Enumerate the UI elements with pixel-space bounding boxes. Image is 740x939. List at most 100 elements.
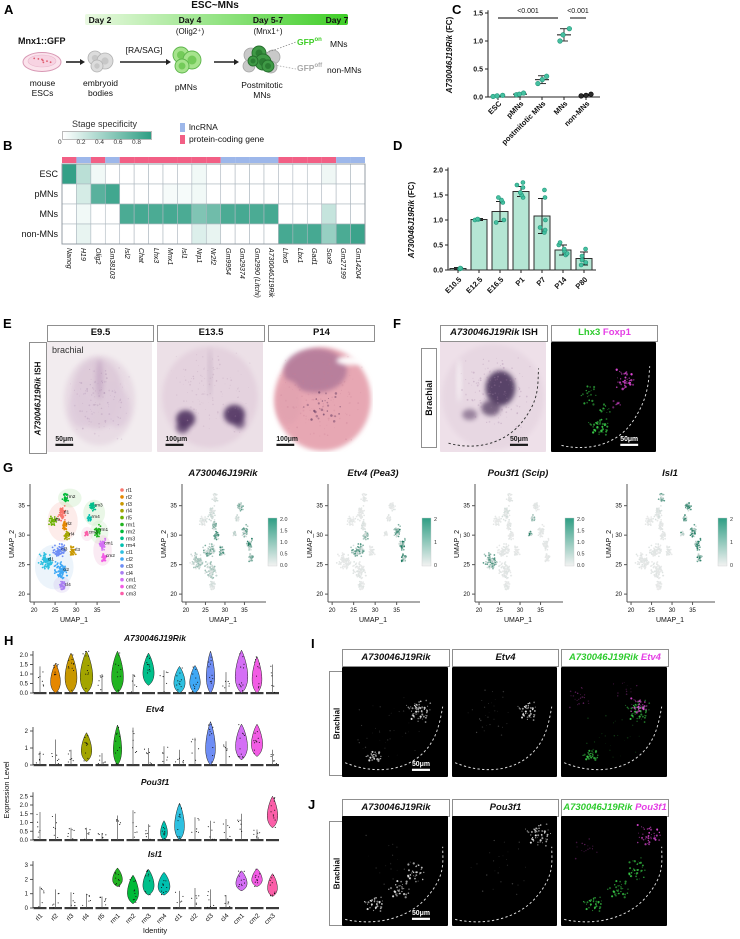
stage-header-e135: E13.5 — [157, 325, 265, 342]
svg-text:UMAP_1: UMAP_1 — [209, 617, 237, 624]
svg-text:0: 0 — [25, 763, 29, 769]
panel-f-if-header: Lhx3 Foxp1 — [551, 325, 658, 342]
svg-text:30: 30 — [517, 608, 524, 614]
if-image-i1: 50μm — [342, 667, 448, 777]
svg-text:25: 25 — [316, 563, 323, 569]
panel-g-label: G — [3, 460, 14, 475]
svg-text:0.0: 0.0 — [433, 268, 443, 275]
heatmap-gene-label: Gm2990 (Litchi) — [252, 248, 260, 298]
heatmap-gene-label: Nrp1 — [194, 248, 202, 264]
svg-text:35: 35 — [463, 504, 470, 510]
protein-coding-legend-label: protein-coding gene — [189, 134, 265, 144]
svg-text:rl1: rl1 — [64, 509, 70, 515]
panel-j-header-2: Pou3f1 — [452, 799, 559, 817]
svg-text:35: 35 — [689, 608, 696, 614]
svg-text:rm2: rm2 — [67, 494, 76, 500]
svg-text:0.5: 0.5 — [577, 552, 585, 558]
svg-text:rm4: rm4 — [92, 514, 101, 520]
step-mouse-escs: mouse ESCs — [29, 78, 56, 98]
heatmap-gene-label: A730046J19Rik — [267, 248, 274, 298]
stage-specificity-heatmap — [61, 157, 366, 245]
panel-e-label: E — [3, 316, 12, 331]
svg-text:20: 20 — [628, 608, 635, 614]
svg-text:UMAP_2: UMAP_2 — [454, 530, 461, 558]
svg-text:20: 20 — [329, 608, 336, 614]
svg-text:25: 25 — [18, 563, 25, 569]
gfp-on-label: GFPon — [297, 37, 322, 47]
heatmap-gene-label: Olig2 — [93, 248, 101, 265]
svg-text:35: 35 — [241, 608, 248, 614]
heatmap-gene-label: Gm9954 — [223, 248, 231, 275]
timeline-bar — [85, 14, 348, 25]
svg-text:1: 1 — [730, 540, 733, 546]
svg-text:1.5: 1.5 — [473, 11, 483, 18]
svg-text:rl2: rl2 — [126, 495, 132, 501]
svg-text:35: 35 — [18, 504, 25, 510]
panel-e-row-label: A730046J19Rik ISH — [29, 342, 47, 454]
svg-text:1.0: 1.0 — [20, 672, 29, 678]
timeline-day4: Day 4 — [178, 15, 202, 25]
svg-text:Pou3f1: Pou3f1 — [141, 777, 170, 787]
svg-text:cm3: cm3 — [89, 529, 98, 535]
timeline-day5-7: Day 5-7 — [252, 15, 284, 25]
svg-text:2.0: 2.0 — [577, 517, 585, 523]
svg-text:2: 2 — [434, 517, 437, 523]
svg-text:35: 35 — [537, 608, 544, 614]
svg-text:rm1: rm1 — [100, 527, 109, 533]
svg-text:1.0: 1.0 — [280, 540, 288, 546]
svg-text:0: 0 — [434, 563, 437, 569]
panel-f-row-label: Brachial — [421, 348, 437, 448]
svg-text:rl3: rl3 — [75, 547, 81, 553]
svg-text:0.5: 0.5 — [20, 682, 29, 688]
svg-text:35: 35 — [170, 504, 177, 510]
svg-text:cl1: cl1 — [48, 557, 54, 563]
if-image-i3-merge — [561, 667, 667, 777]
if-image-j3-merge — [561, 816, 667, 926]
ish-image-brachial: 50μm — [440, 342, 546, 452]
stage-header-p14: P14 — [268, 325, 375, 342]
heatmap-row-label: non-MNs — [21, 229, 58, 239]
heatmap-gene-label: Mnx1 — [166, 248, 173, 266]
svg-text:0.0: 0.0 — [20, 691, 29, 697]
umap-plots: 20 25 30 3520253035UMAP_1UMAP_2rl1rl2rl3rl4… — [9, 484, 733, 624]
svg-text:1.5: 1.5 — [20, 812, 29, 818]
panel-b-label: B — [3, 138, 13, 153]
svg-text:100μm: 100μm — [165, 436, 187, 443]
svg-text:rl3: rl3 — [126, 502, 132, 508]
panel-f-label: F — [393, 316, 401, 331]
panel-i-header-merge: A730046J19Rik Etv4 — [561, 649, 669, 667]
heatmap-row-label: ESC — [39, 169, 58, 179]
svg-text:35: 35 — [316, 504, 323, 510]
heatmap-gene-label: Lhx3 — [151, 248, 159, 264]
svg-text:UMAP_1: UMAP_1 — [504, 617, 532, 624]
svg-text:cm3: cm3 — [126, 592, 136, 598]
gfp-off-label: GFPoff — [297, 63, 323, 73]
lncrna-swatch — [180, 123, 185, 132]
mns-label: MNs — [330, 39, 348, 49]
panel-j-header-1: A730046J19Rik — [342, 799, 450, 817]
violin-plots: A730046J19Rik 0.0 0.5 1.0 1.5 2.0 Etv4 0 1 2 Pou3f… — [2, 633, 279, 935]
svg-text:A730046J19Rik: A730046J19Rik — [123, 633, 187, 643]
heatmap-gene-label: Isl1 — [180, 248, 188, 259]
svg-text:25: 25 — [350, 608, 357, 614]
svg-text:20: 20 — [18, 592, 25, 598]
treatment-label: [RA/SAG] — [125, 45, 163, 55]
if-image-i2 — [452, 667, 557, 777]
feature-title-pou3f1: Pou3f1 (Scip) — [487, 468, 549, 479]
step-pmns: pMNs — [174, 82, 198, 92]
svg-text:20: 20 — [170, 592, 177, 598]
svg-text:50μm: 50μm — [55, 436, 73, 443]
svg-text:0.0: 0.0 — [20, 838, 29, 844]
timeline-day7: Day 7 — [325, 15, 349, 25]
step-postmitotic-mns: Postmitotic MNs — [241, 80, 283, 100]
svg-text:E10.5: E10.5 — [443, 275, 463, 295]
colorbar-tick: 0.2 — [76, 139, 86, 146]
heatmap-gene-label: Sox9 — [324, 248, 332, 264]
svg-text:30: 30 — [170, 533, 177, 539]
svg-text:2.0: 2.0 — [280, 517, 288, 523]
svg-text:25: 25 — [463, 563, 470, 569]
colorbar-tick: 0 — [58, 139, 62, 146]
svg-text:30: 30 — [73, 608, 80, 614]
